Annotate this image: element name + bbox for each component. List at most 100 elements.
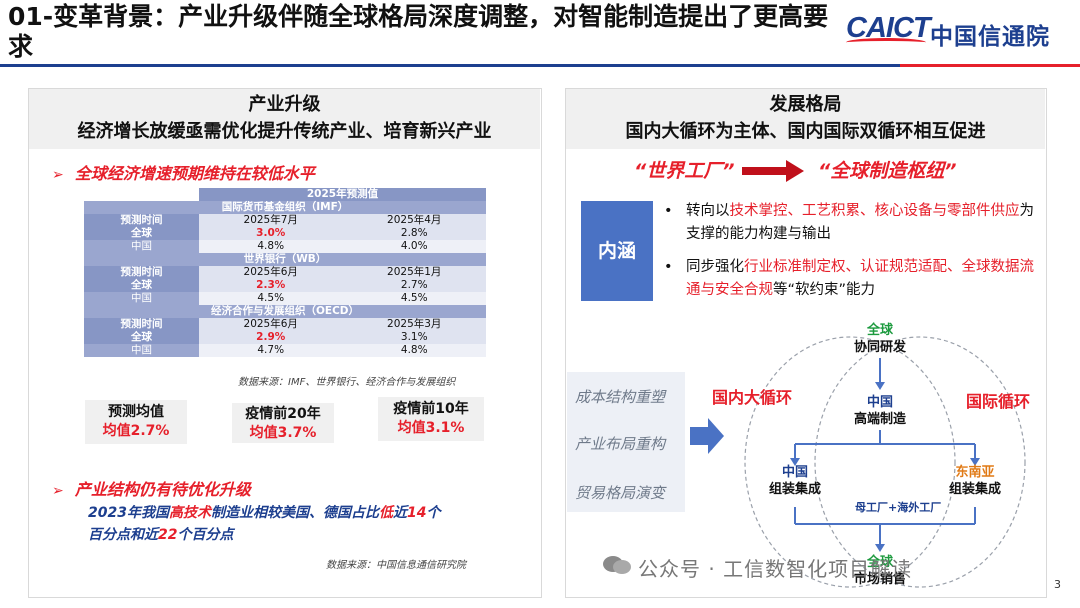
point-1-text: 转向以技术掌控、工艺积累、核心设备与零部件供应为支撑的能力构建与输出 (686, 200, 1036, 246)
table-cell: 中国 (84, 292, 199, 305)
bullet-growth-text: 全球经济增速预期维持在较低水平 (74, 164, 315, 183)
left-heading: 产业升级 (248, 94, 321, 115)
table-cell: 2025年6月 (198, 266, 343, 279)
avg-box-forecast: 预测均值 均值2.7% (85, 400, 187, 444)
wechat-account: 公众号 · 工信数智化项目解读 (638, 557, 913, 581)
node-role: 高端制造 (853, 412, 906, 427)
para-text: 个 (426, 505, 441, 521)
bullet-dot-icon: • (664, 203, 673, 219)
para-text: 近 (392, 505, 407, 521)
intl-loop-label: 国际循环 (966, 392, 1031, 411)
connector-arrowhead (790, 458, 800, 466)
factor-column (567, 372, 685, 512)
right-panel-header: 发展格局 国内大循环为主体、国内国际双循环相互促进 (566, 89, 1045, 149)
table-cell: 4.7% (198, 344, 343, 357)
node-region: 东南亚 (955, 465, 995, 480)
para-text: 制造业相较美国、德国占比 (210, 505, 379, 521)
connotation-points: • 转向以技术掌控、工艺积累、核心设备与零部件供应为支撑的能力构建与输出 • 同… (664, 200, 1036, 302)
node-region: 全球 (866, 323, 893, 338)
table-cell: 全球 (84, 279, 199, 292)
table-cell: 2025年6月 (198, 318, 343, 331)
table-cell: 3.0% (198, 227, 343, 240)
page-title: 01-变革背景：产业升级伴随全球格局深度调整，对智能制造提出了更高要求 (8, 2, 829, 61)
table-cell: 预测时间 (84, 318, 199, 331)
group-oecd: 经济合作与发展组织（OECD） (84, 305, 486, 318)
avg-label: 预测均值 (108, 404, 164, 420)
connector-arrowhead (875, 544, 885, 552)
bullet-dot-icon: • (664, 259, 673, 275)
table-cell: 预测时间 (84, 266, 199, 279)
table-cell: 2025年7月 (198, 214, 343, 227)
bullet-arrow-icon: ➢ (52, 483, 64, 499)
bullet-arrow-icon: ➢ (52, 167, 64, 183)
right-subheading: 国内大循环为主体、国内国际双循环相互促进 (625, 121, 986, 142)
avg-box-20y: 疫情前20年 均值3.7% (232, 403, 334, 443)
table-title: 2025年预测值 (198, 188, 486, 201)
table-cell: 2025年3月 (342, 318, 486, 331)
para-text: 百分点和近 (88, 527, 158, 543)
connector-arrowhead (970, 458, 980, 466)
source-note-2: 数据来源：中国信息通信研究院 (326, 560, 466, 571)
table-cell: 2025年4月 (342, 214, 486, 227)
node-role: 市场销售 (853, 572, 906, 587)
connector-arrowhead (875, 382, 885, 390)
point-text: 等“软约束”能力 (773, 282, 876, 298)
point-text: 同步强化 (686, 259, 744, 275)
left-subheading: 经济增长放缓亟需优化提升传统产业、培育新兴产业 (77, 121, 492, 142)
domestic-loop-label: 国内大循环 (712, 388, 793, 407)
caict-logo-cn: 中国信通院 (930, 24, 1050, 50)
bullet-structure: ➢ 产业结构仍有待优化升级 (52, 476, 251, 500)
factor-cost: 成本结构重塑 (575, 388, 666, 406)
intl-loop-ellipse (814, 336, 1026, 588)
table-cell: 4.8% (198, 240, 343, 253)
structure-paragraph: 2023年我国高技术制造业相较美国、德国占比低近14个 百分点和近22个百分点 (88, 502, 508, 546)
node-region: 全球 (866, 555, 893, 570)
para-highlight: 22 (158, 527, 178, 543)
table-cell: 2025年1月 (342, 266, 486, 279)
source-note-1: 数据来源：IMF、世界银行、经济合作与发展组织 (238, 377, 456, 388)
para-text: 2023年我国 (88, 505, 169, 521)
factor-arrow-icon (690, 418, 724, 454)
factor-layout: 产业布局重构 (575, 435, 666, 453)
node-role: 组装集成 (948, 482, 1001, 497)
node-global-market: 全球 市场销售 (840, 554, 920, 588)
right-panel (565, 88, 1047, 598)
table-cell: 4.0% (342, 240, 486, 253)
table-cell: 中国 (84, 344, 199, 357)
transition-arrow-icon (742, 160, 804, 182)
forecast-table: 2025年预测值 国际货币基金组织（IMF） 预测时间 2025年7月 2025年4… (84, 188, 486, 357)
bullet-structure-text: 产业结构仍有待优化升级 (74, 480, 251, 499)
left-panel-header: 产业升级 经济增长放缓亟需优化提升传统产业、培育新兴产业 (29, 89, 540, 149)
right-heading: 发展格局 (769, 94, 842, 115)
header-rule (0, 64, 1080, 67)
para-highlight: 高技术 (168, 505, 211, 521)
group-imf: 国际货币基金组织（IMF） (84, 201, 486, 214)
domestic-loop-ellipse (744, 336, 956, 588)
para-text: 个百分点 (177, 527, 234, 543)
from-label: “世界工厂” (634, 160, 735, 182)
mother-factory-label: 母工厂+海外工厂 (853, 499, 944, 515)
node-global-rnd: 全球 协同研发 (840, 322, 920, 356)
avg-box-10y: 疫情前10年 均值3.1% (378, 397, 484, 441)
node-sea-assembly: 东南亚 组装集成 (935, 464, 1015, 498)
point-highlight: 行业标准制定权、认证规范适配、全球数据流通与安全合规 (686, 259, 1034, 298)
avg-value: 均值2.7% (102, 423, 170, 439)
table-cell: 2.3% (198, 279, 343, 292)
group-wb: 世界银行（WB） (84, 253, 486, 266)
factor-trade: 贸易格局演变 (575, 484, 666, 502)
point-2-text: 同步强化行业标准制定权、认证规范适配、全球数据流通与安全合规等“软约束”能力 (686, 256, 1036, 302)
table-cell: 2.8% (342, 227, 486, 240)
dual-circulation-diagram (744, 336, 1026, 588)
point-text: 为支撑的能力构建与输出 (686, 203, 1034, 242)
node-china-assembly: 中国 组装集成 (755, 464, 835, 498)
avg-label: 疫情前10年 (393, 401, 469, 417)
node-role: 组装集成 (768, 482, 821, 497)
table-cell: 2.7% (342, 279, 486, 292)
point-2: • 同步强化行业标准制定权、认证规范适配、全球数据流通与安全合规等“软约束”能力 (664, 256, 1036, 302)
table-cell: 4.8% (342, 344, 486, 357)
header-rule-accent (900, 64, 1080, 67)
table-cell: 全球 (84, 227, 199, 240)
para-highlight: 14 (406, 505, 427, 521)
table-cell: 4.5% (198, 292, 343, 305)
wechat-icon (602, 554, 632, 576)
